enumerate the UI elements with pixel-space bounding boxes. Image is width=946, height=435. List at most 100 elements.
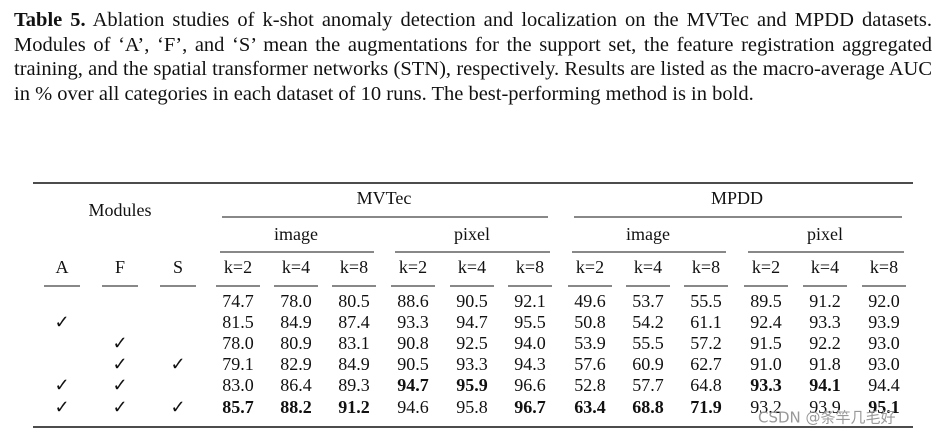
cell: 84.9 bbox=[280, 312, 312, 332]
cell: 94.7 bbox=[397, 375, 429, 395]
modules-header: Modules bbox=[89, 200, 152, 220]
cell: 91.5 bbox=[750, 333, 782, 353]
group-header: MVTec bbox=[357, 188, 412, 208]
cell: 79.1 bbox=[222, 354, 254, 374]
caption: Table 5. Ablation studies of k-shot anom… bbox=[14, 8, 932, 106]
module-header: A bbox=[56, 257, 69, 277]
cell: 86.4 bbox=[280, 375, 312, 395]
cell: 80.9 bbox=[280, 333, 312, 353]
cell: 63.4 bbox=[574, 397, 606, 417]
k-header: k=2 bbox=[399, 257, 427, 277]
cell: 93.3 bbox=[397, 312, 429, 332]
cell: 81.5 bbox=[222, 312, 254, 332]
group-header: MPDD bbox=[711, 188, 763, 208]
cell: 93.3 bbox=[750, 375, 782, 395]
k-header: k=4 bbox=[634, 257, 662, 277]
k-header: k=2 bbox=[576, 257, 604, 277]
check-mark: ✓ bbox=[54, 397, 69, 417]
cell: 82.9 bbox=[280, 354, 312, 374]
cell: 68.8 bbox=[632, 397, 664, 417]
cell: 94.6 bbox=[397, 397, 429, 417]
cell: 87.4 bbox=[338, 312, 370, 332]
cell: 83.1 bbox=[338, 333, 370, 353]
subgroup-header: image bbox=[274, 224, 318, 244]
cell: 94.3 bbox=[514, 354, 546, 374]
cell: 78.0 bbox=[222, 333, 254, 353]
cell: 92.0 bbox=[868, 291, 900, 311]
cell: 90.8 bbox=[397, 333, 429, 353]
cell: 78.0 bbox=[280, 291, 312, 311]
cell: 55.5 bbox=[632, 333, 664, 353]
cell: 61.1 bbox=[690, 312, 722, 332]
k-header: k=2 bbox=[224, 257, 252, 277]
cell: 95.9 bbox=[456, 375, 488, 395]
cell: 53.9 bbox=[574, 333, 606, 353]
cell: 88.6 bbox=[397, 291, 429, 311]
cell: 50.8 bbox=[574, 312, 606, 332]
cell: 94.7 bbox=[456, 312, 488, 332]
cell: 96.7 bbox=[514, 397, 546, 417]
cell: 54.2 bbox=[632, 312, 664, 332]
cell: 89.3 bbox=[338, 375, 370, 395]
check-mark: ✓ bbox=[170, 354, 185, 374]
cell: 57.2 bbox=[690, 333, 722, 353]
cell: 95.5 bbox=[514, 312, 546, 332]
check-mark: ✓ bbox=[112, 397, 127, 417]
cell: 57.6 bbox=[574, 354, 606, 374]
check-mark: ✓ bbox=[112, 375, 127, 395]
check-mark: ✓ bbox=[54, 312, 69, 332]
k-header: k=4 bbox=[282, 257, 310, 277]
cell: 94.4 bbox=[868, 375, 900, 395]
cell: 83.0 bbox=[222, 375, 254, 395]
caption-text: Ablation studies of k-shot anomaly detec… bbox=[14, 9, 932, 105]
cell: 92.4 bbox=[750, 312, 782, 332]
cell: 95.8 bbox=[456, 397, 488, 417]
check-mark: ✓ bbox=[170, 397, 185, 417]
check-mark: ✓ bbox=[54, 375, 69, 395]
subgroup-header: pixel bbox=[454, 224, 490, 244]
check-mark: ✓ bbox=[112, 354, 127, 374]
subgroup-header: pixel bbox=[807, 224, 843, 244]
cell: 93.9 bbox=[809, 397, 841, 417]
cell: 96.6 bbox=[514, 375, 546, 395]
cell: 90.5 bbox=[397, 354, 429, 374]
cell: 94.0 bbox=[514, 333, 546, 353]
cell: 84.9 bbox=[338, 354, 370, 374]
k-header: k=4 bbox=[811, 257, 839, 277]
cell: 91.2 bbox=[338, 397, 370, 417]
watermark: CSDN @条竿几毛好 bbox=[758, 409, 896, 427]
cell: 91.8 bbox=[809, 354, 841, 374]
cell: 80.5 bbox=[338, 291, 370, 311]
cell: 91.2 bbox=[809, 291, 841, 311]
cell: 93.0 bbox=[868, 333, 900, 353]
cell: 49.6 bbox=[574, 291, 606, 311]
cell: 92.1 bbox=[514, 291, 546, 311]
k-header: k=8 bbox=[692, 257, 720, 277]
k-header: k=2 bbox=[752, 257, 780, 277]
check-mark: ✓ bbox=[112, 333, 127, 353]
k-header: k=8 bbox=[870, 257, 898, 277]
k-header: k=8 bbox=[340, 257, 368, 277]
caption-label: Table 5. bbox=[14, 9, 86, 31]
cell: 88.2 bbox=[280, 397, 312, 417]
cell: 91.0 bbox=[750, 354, 782, 374]
module-header: S bbox=[173, 257, 183, 277]
cell: 93.2 bbox=[750, 397, 782, 417]
cell: 55.5 bbox=[690, 291, 722, 311]
cell: 93.0 bbox=[868, 354, 900, 374]
k-header: k=8 bbox=[516, 257, 544, 277]
module-header: F bbox=[115, 257, 125, 277]
cell: 53.7 bbox=[632, 291, 664, 311]
cell: 89.5 bbox=[750, 291, 782, 311]
cell: 93.3 bbox=[809, 312, 841, 332]
subgroup-header: image bbox=[626, 224, 670, 244]
cell: 52.8 bbox=[574, 375, 606, 395]
cell: 92.2 bbox=[809, 333, 841, 353]
cell: 90.5 bbox=[456, 291, 488, 311]
cell: 93.3 bbox=[456, 354, 488, 374]
cell: 93.9 bbox=[868, 312, 900, 332]
k-header: k=4 bbox=[458, 257, 486, 277]
cell: 64.8 bbox=[690, 375, 722, 395]
